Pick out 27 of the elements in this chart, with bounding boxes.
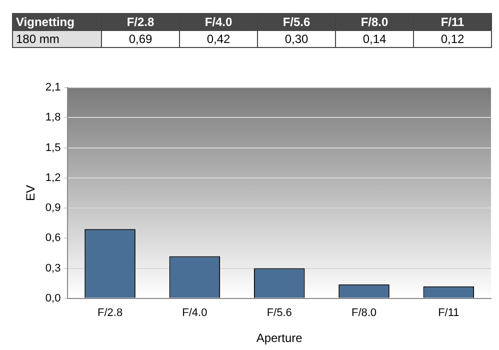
y-tick-label: 1,8 — [45, 112, 61, 124]
chart-title: Vignetting — [12, 14, 102, 30]
x-axis-title: Aperture — [256, 331, 303, 346]
y-tick-label: 0,6 — [45, 232, 61, 244]
data-label: 0,69 — [102, 30, 180, 48]
y-tick-label: 1,2 — [45, 172, 61, 184]
category-label: F/2.8 — [126, 15, 154, 29]
data-label: 0,12 — [414, 30, 492, 48]
y-tick-label: 1,5 — [45, 142, 61, 154]
x-tick-label: F/2.8 — [97, 307, 123, 320]
y-tick-label: 0,9 — [45, 202, 61, 214]
y-axis-title: EV — [24, 184, 38, 202]
data-label: 0,30 — [258, 30, 336, 48]
category-label: F/11 — [440, 15, 464, 29]
x-tick-label: F/8.0 — [351, 307, 377, 320]
text: 180 mm — [12, 30, 102, 48]
category-label: F/4.0 — [204, 15, 232, 29]
category-label: F/5.6 — [282, 15, 310, 29]
y-tick-label: 0,3 — [45, 262, 61, 274]
x-tick-label: F/4.0 — [182, 307, 208, 320]
x-tick-label: F/11 — [438, 307, 460, 320]
x-tick-label: F/5.6 — [266, 307, 292, 320]
y-tick-label: 2,1 — [45, 82, 61, 94]
y-tick-label: 0,0 — [45, 292, 61, 304]
category-label: F/8.0 — [360, 15, 388, 29]
data-label: 0,14 — [336, 30, 414, 48]
data-label: 0,42 — [180, 30, 258, 48]
